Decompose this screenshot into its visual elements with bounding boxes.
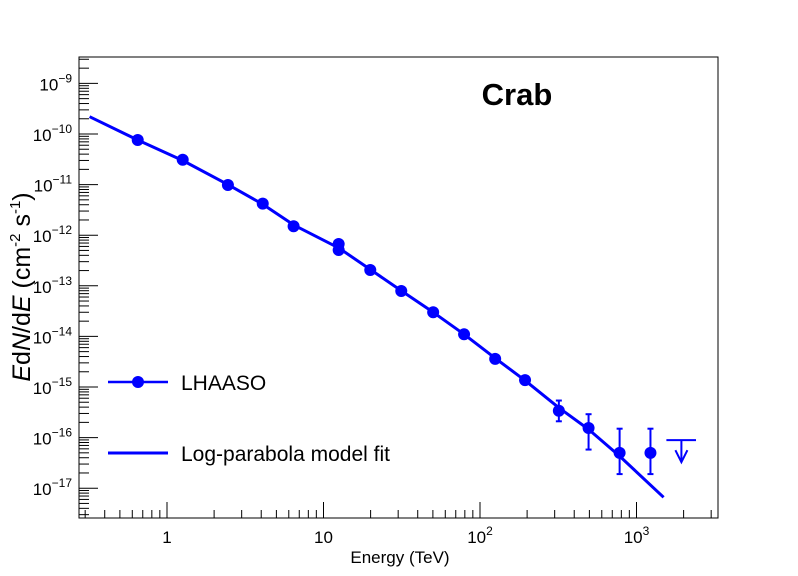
y-tick-label: 10−11 [34,173,73,196]
y-axis-ticks [79,58,98,516]
data-point [395,284,408,297]
upper-limit-arrow-icon [674,449,689,465]
data-point [256,197,269,210]
y-tick-label: 10−12 [33,223,73,246]
legend: LHAASO Log-parabola model fit [108,372,390,466]
svg-text:EdN/dE (cm-2 s-1): EdN/dE (cm-2 s-1) [7,192,36,381]
y-tick-label: 10−16 [33,426,73,449]
data-point [332,243,345,256]
y-tick-label: 10−13 [33,274,73,297]
fit-line-group [88,115,665,499]
data-points-group [131,134,697,476]
data-marker [364,264,377,277]
data-marker [332,243,345,256]
legend-entry-fit: Log-parabola model fit [108,443,390,466]
data-marker [427,306,440,319]
data-point [176,153,189,166]
data-marker [613,446,626,459]
data-point [131,134,144,147]
y-tick-label: 10−15 [33,375,73,398]
data-point [552,399,565,423]
data-marker [582,421,595,434]
data-marker [458,328,471,341]
data-point [644,427,657,476]
data-point [427,306,440,319]
y-tick-label: 10−10 [33,122,73,145]
x-tick-label: 103 [624,524,650,547]
chart-title: Crab [482,77,553,112]
x-tick-label: 1 [162,528,171,547]
y-tick-label: 10−9 [39,71,72,94]
data-point [519,374,532,387]
data-marker [519,374,532,387]
data-point [287,220,300,233]
data-point [582,413,595,451]
data-marker [221,179,234,192]
data-point [613,427,626,476]
x-tick-label: 102 [467,524,493,547]
data-point [489,352,502,365]
upper-limit [666,439,697,465]
data-marker [489,352,502,365]
data-marker [644,446,657,459]
x-tick-label: 10 [314,528,333,547]
data-point [458,328,471,341]
y-tick-label: 10−14 [33,324,73,347]
y-tick-label: 10−17 [33,476,73,499]
data-marker [256,197,269,210]
legend-label-lhaaso: LHAASO [181,372,266,395]
data-marker [176,153,189,166]
data-marker [131,134,144,147]
data-marker [395,284,408,297]
x-tick-labels: 1 10 102 103 [162,524,649,547]
y-tick-labels: 10−9 10−10 10−11 10−12 10−13 10−14 10−15 10−16 1… [33,71,73,499]
legend-label-fit: Log-parabola model fit [181,443,390,466]
y-axis-title: EdN/dE (cm-2 s-1) [7,192,36,381]
x-axis-ticks [84,502,712,518]
fit-line [88,115,665,499]
legend-entry-lhaaso: LHAASO [108,372,266,395]
data-marker [552,404,565,417]
data-point [364,264,377,277]
legend-marker-dot [132,376,144,388]
data-marker [287,220,300,233]
x-axis-title: Energy (TeV) [350,548,449,567]
data-point [221,179,234,192]
